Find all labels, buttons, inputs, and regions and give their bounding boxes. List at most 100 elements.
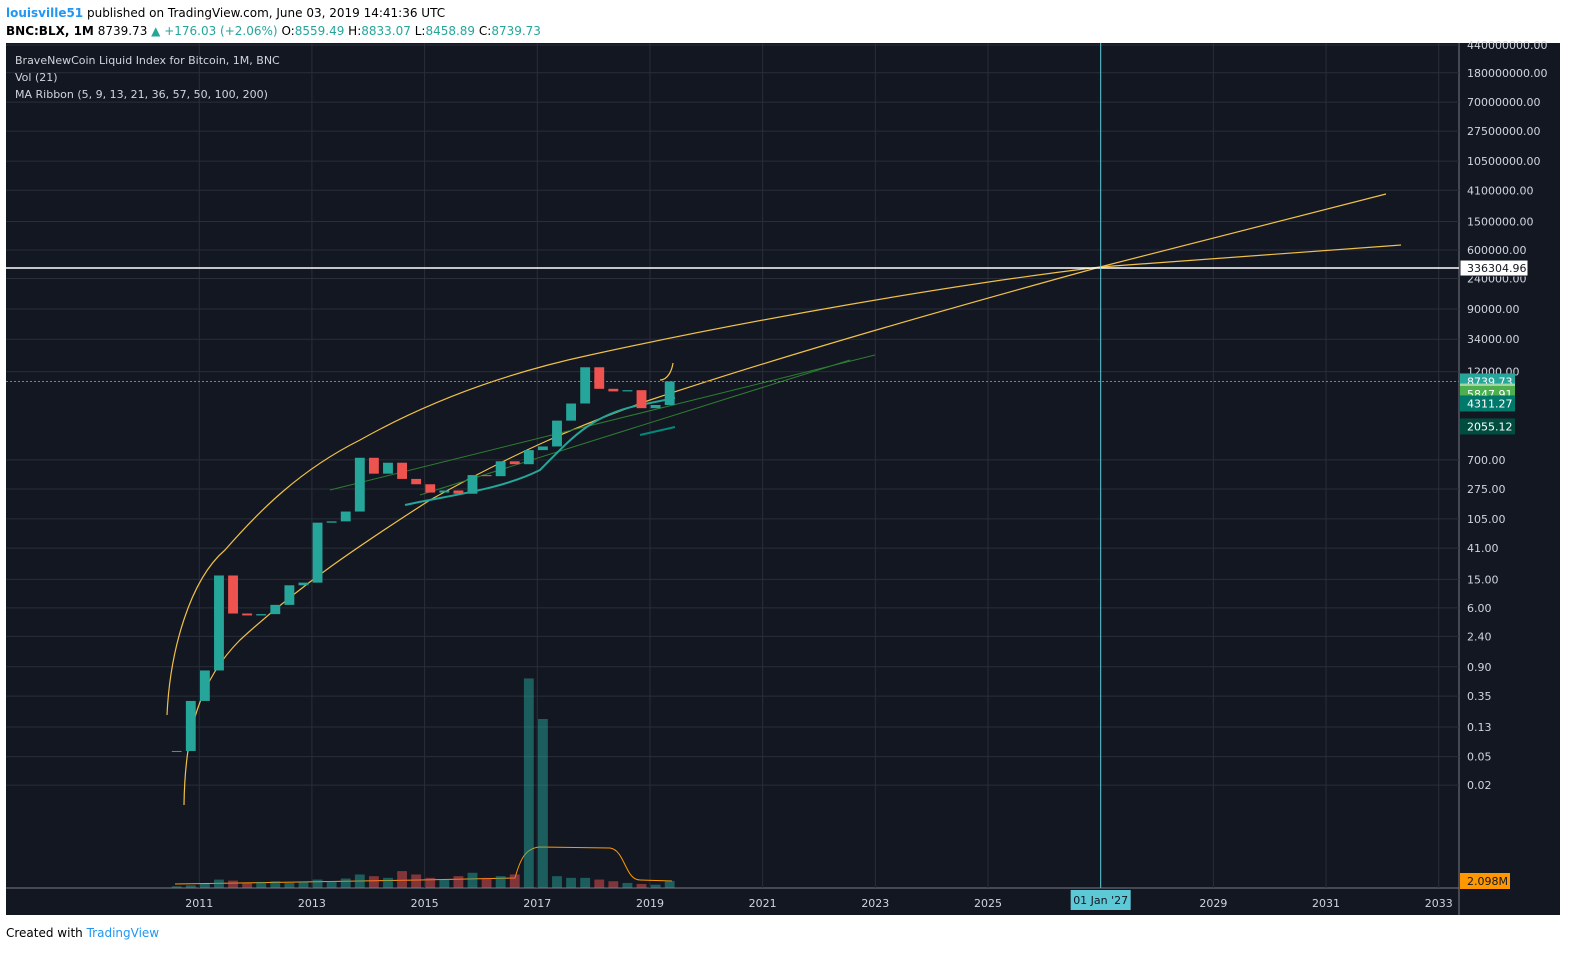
volume-bar bbox=[383, 877, 393, 888]
candle-body bbox=[509, 461, 520, 465]
candle-body bbox=[171, 750, 182, 752]
volume-bar bbox=[368, 876, 379, 888]
y-tick-label: 105.00 bbox=[1467, 513, 1506, 526]
candle-body bbox=[636, 390, 647, 409]
ohlc-label: L: bbox=[414, 24, 426, 38]
x-tick-label: 2013 bbox=[298, 897, 326, 910]
crosshair-y-label: 336304.96 bbox=[1467, 262, 1527, 275]
y-tick-label: 41.00 bbox=[1467, 542, 1499, 555]
candle-body bbox=[298, 582, 309, 586]
x-tick-label: 2033 bbox=[1425, 897, 1453, 910]
volume-bar bbox=[453, 876, 464, 888]
volume-bar bbox=[354, 874, 365, 888]
candle-body bbox=[608, 388, 619, 392]
volume-bar bbox=[340, 878, 351, 888]
grid bbox=[6, 43, 1459, 888]
volume-bar bbox=[242, 882, 253, 888]
candle-body bbox=[354, 457, 365, 512]
candle-body bbox=[622, 390, 633, 392]
candle-body bbox=[383, 462, 393, 474]
candle-body bbox=[340, 511, 351, 522]
y-tick-label: 600000.00 bbox=[1467, 244, 1527, 257]
volume-bar bbox=[664, 880, 675, 888]
y-tick-label: 275.00 bbox=[1467, 483, 1506, 496]
candle-body bbox=[650, 404, 661, 409]
volume-bar bbox=[594, 879, 605, 888]
last: 8739.73 bbox=[97, 24, 148, 38]
candle-body bbox=[481, 475, 492, 477]
volume-bar bbox=[509, 874, 520, 888]
published: published on TradingView.com, June 03, 2… bbox=[83, 6, 446, 20]
publish-line: louisville51 published on TradingView.co… bbox=[6, 4, 541, 22]
y-tick-label: 0.02 bbox=[1467, 779, 1492, 792]
x-tick-label: 2029 bbox=[1199, 897, 1227, 910]
ohlc: O:8559.49 H:8833.07 L:8458.89 C:8739.73 bbox=[281, 24, 541, 38]
brand[interactable]: TradingView bbox=[86, 926, 160, 940]
price-tag-label: 4311.27 bbox=[1467, 397, 1513, 410]
y-tick-label: 0.13 bbox=[1467, 721, 1492, 734]
candle-body bbox=[270, 604, 281, 615]
volume-bar bbox=[650, 884, 661, 888]
chart: BraveNewCoin Liquid Index for Bitcoin, 1… bbox=[6, 39, 1560, 915]
volume-bar bbox=[199, 883, 210, 888]
candle-body bbox=[256, 614, 267, 616]
candle-body bbox=[566, 403, 577, 421]
footer-text: Created with bbox=[6, 926, 83, 940]
volume-bar bbox=[425, 877, 436, 888]
price-tag bbox=[1460, 418, 1515, 435]
candle-body bbox=[495, 461, 506, 477]
volume-bar bbox=[439, 879, 450, 888]
symbol: BNC:BLX, 1M bbox=[6, 24, 94, 38]
volume-bar bbox=[580, 877, 591, 888]
volume-bar bbox=[537, 719, 548, 888]
ohlc-label: O: bbox=[281, 24, 295, 38]
volume-bar bbox=[552, 876, 562, 888]
y-tick-label: 1500000.00 bbox=[1467, 216, 1533, 229]
candle-body bbox=[439, 490, 450, 493]
volume-bar bbox=[481, 877, 492, 888]
ohlc-value: 8739.73 bbox=[491, 24, 541, 38]
candle-body bbox=[453, 490, 464, 494]
candle-body bbox=[326, 521, 337, 523]
x-tick-label: 2031 bbox=[1312, 897, 1340, 910]
pane bbox=[6, 43, 1560, 915]
x-tick-label: 2017 bbox=[523, 897, 551, 910]
volume-tag-label: 2.098M bbox=[1467, 875, 1508, 888]
x-tick-label: 2021 bbox=[749, 897, 777, 910]
ohlc-label: H: bbox=[348, 24, 362, 38]
volume-bar bbox=[284, 882, 295, 888]
ma-ribbon bbox=[639, 426, 676, 436]
y-tick-label: 0.90 bbox=[1467, 661, 1492, 674]
y-tick-label: 6.00 bbox=[1467, 602, 1492, 615]
crosshair-x-tag bbox=[1070, 890, 1131, 910]
volume-tag bbox=[1460, 873, 1510, 889]
volume-bar bbox=[312, 879, 323, 888]
y-tick-label: 0.05 bbox=[1467, 751, 1492, 764]
volume-bar bbox=[495, 876, 506, 888]
author[interactable]: louisville51 bbox=[6, 6, 84, 20]
y-tick-label: 27500000.00 bbox=[1467, 125, 1540, 138]
y-tick-label: 700.00 bbox=[1467, 454, 1506, 467]
ohlc-value: 8833.07 bbox=[361, 24, 411, 38]
volume-bar bbox=[411, 874, 422, 888]
volume-bar bbox=[608, 881, 619, 888]
candle-body bbox=[185, 700, 196, 751]
x-tick-label: 2023 bbox=[861, 897, 889, 910]
candle-body bbox=[537, 446, 548, 451]
ma-drawings bbox=[329, 354, 876, 506]
x-tick-label: 2025 bbox=[974, 897, 1002, 910]
candle-body bbox=[199, 670, 210, 701]
candle-body bbox=[594, 367, 605, 389]
y-tick-label: 180000000.00 bbox=[1467, 67, 1547, 80]
volume-bar bbox=[566, 877, 577, 888]
quote-line: BNC:BLX, 1M 8739.73 ▲ +176.03 (+2.06%) O… bbox=[6, 22, 541, 40]
y-tick-label: 70000000.00 bbox=[1467, 96, 1540, 109]
y-tick-label: 10500000.00 bbox=[1467, 155, 1540, 168]
volume-bar bbox=[256, 881, 267, 888]
x-tick-label: 2019 bbox=[636, 897, 664, 910]
recent-swing bbox=[659, 362, 674, 381]
price-tag bbox=[1460, 395, 1515, 412]
candle-body bbox=[312, 522, 323, 583]
y-tick-label: 15.00 bbox=[1467, 573, 1499, 586]
